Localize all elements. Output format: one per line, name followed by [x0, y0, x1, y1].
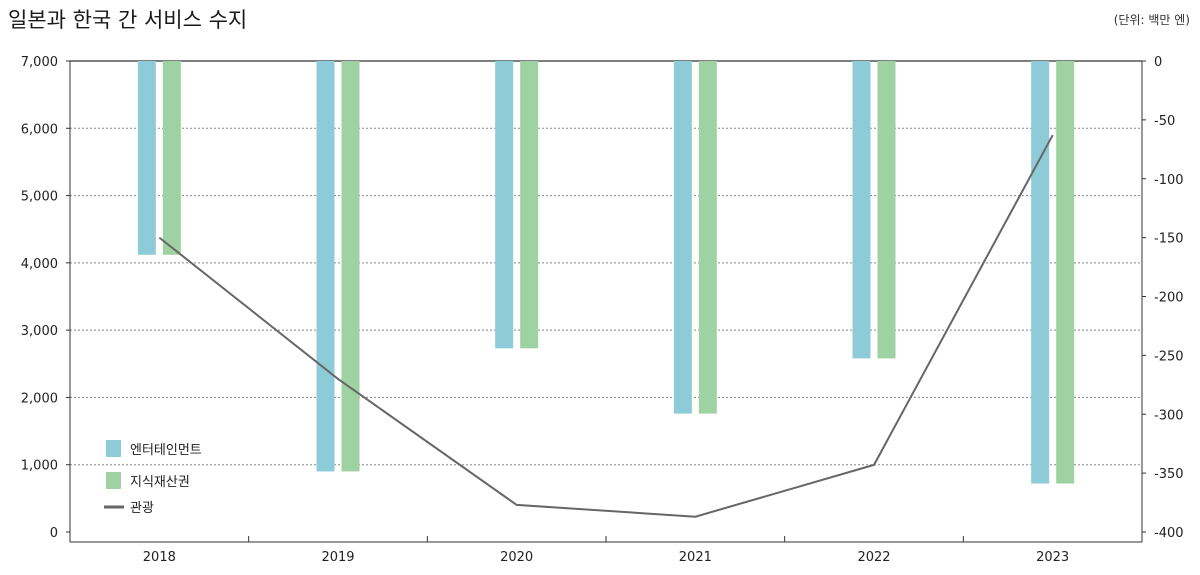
bar-지식재산권-2020 — [520, 61, 539, 349]
left-tick-label: 6,000 — [21, 122, 58, 137]
legend-swatch-지식재산권 — [106, 472, 121, 489]
bar-지식재산권-2023 — [1056, 61, 1075, 484]
bar-지식재산권-2021 — [698, 61, 717, 414]
left-tick-label: 1,000 — [21, 459, 58, 474]
right-tick-label: 0 — [1154, 55, 1162, 70]
right-tick-label: -150 — [1154, 232, 1184, 247]
x-tick-label: 2019 — [321, 550, 354, 565]
x-tick-label: 2020 — [500, 550, 533, 565]
left-tick-label: 4,000 — [21, 257, 58, 272]
bar-엔터테인먼트-2019 — [316, 61, 335, 472]
bar-엔터테인먼트-2022 — [852, 61, 871, 359]
bar-지식재산권-2018 — [162, 61, 181, 255]
bar-지식재산권-2019 — [341, 61, 360, 472]
x-tick-label: 2023 — [1036, 550, 1069, 565]
grid-lines — [70, 60, 1142, 466]
right-tick-label: -50 — [1154, 114, 1175, 129]
right-tick-label: -300 — [1154, 408, 1184, 423]
right-tick-label: -400 — [1154, 526, 1184, 541]
bar-엔터테인먼트-2021 — [673, 61, 692, 414]
right-tick-label: -250 — [1154, 349, 1184, 364]
line-series-group — [158, 134, 1054, 518]
legend-label-엔터테인먼트: 엔터테인먼트 — [130, 443, 202, 458]
bar-엔터테인먼트-2023 — [1031, 61, 1050, 484]
left-tick-label: 0 — [50, 526, 58, 541]
left-tick-label: 7,000 — [21, 55, 58, 70]
bar-지식재산권-2022 — [877, 61, 896, 359]
line-관광 — [158, 134, 1054, 518]
x-tick-label: 2021 — [679, 550, 712, 565]
bars-group — [137, 61, 1075, 484]
bar-엔터테인먼트-2020 — [495, 61, 514, 349]
axes-group: 0 1,000 2,000 3,000 4,000 5,000 6,000 7,000 0 -50… — [21, 55, 1184, 565]
unit-label: (단위: 백만 엔) — [1114, 13, 1190, 27]
right-tick-label: -100 — [1154, 173, 1184, 188]
right-tick-label: -200 — [1154, 291, 1184, 306]
legend-label-관광: 관광 — [130, 501, 154, 516]
legend-swatch-엔터테인먼트 — [106, 440, 121, 457]
left-tick-label: 2,000 — [21, 391, 58, 406]
x-tick-label: 2018 — [143, 550, 176, 565]
bar-엔터테인먼트-2018 — [137, 61, 156, 255]
x-tick-label: 2022 — [857, 550, 890, 565]
legend-label-지식재산권: 지식재산권 — [130, 475, 190, 490]
right-tick-label: -350 — [1154, 467, 1184, 482]
left-tick-label: 3,000 — [21, 324, 58, 339]
chart-title: 일본과 한국 간 서비스 수지 — [8, 8, 247, 32]
left-tick-label: 5,000 — [21, 190, 58, 205]
